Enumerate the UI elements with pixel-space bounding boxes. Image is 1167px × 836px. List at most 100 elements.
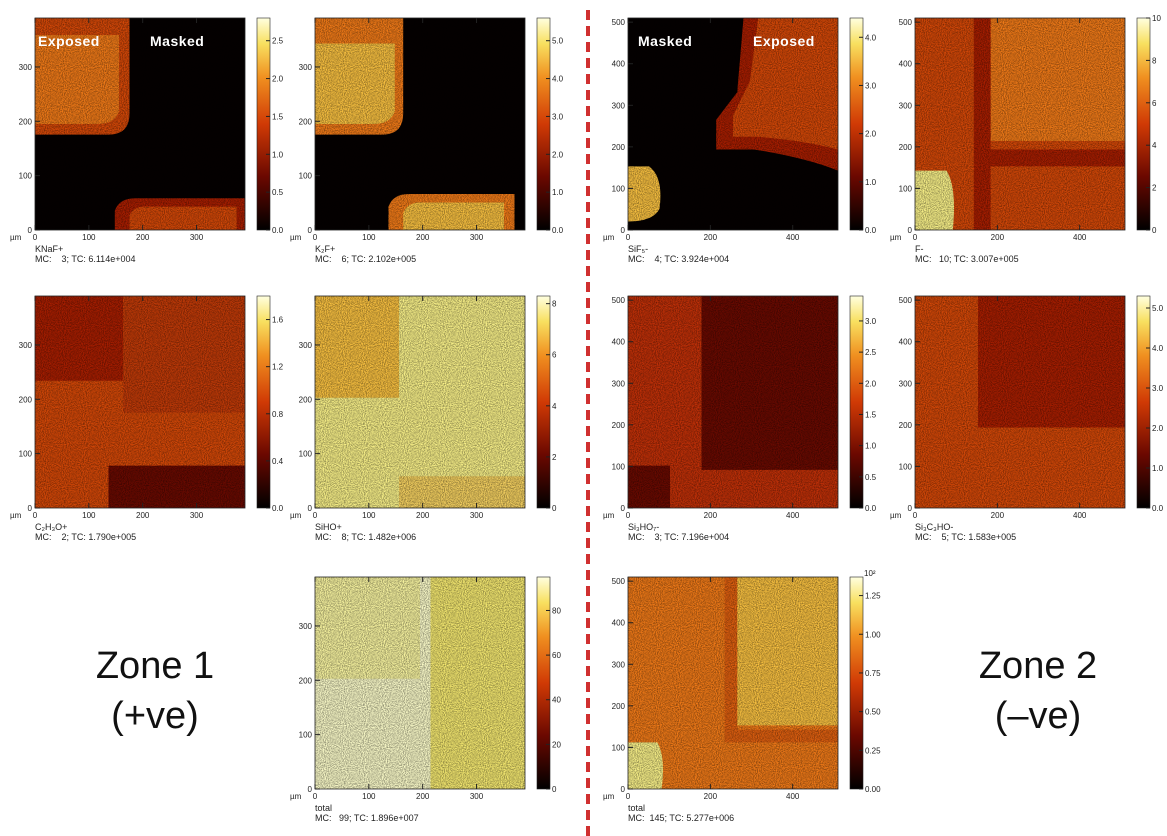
colorbar-tick-label: 4.0 [552,75,564,84]
x-tick-label: 200 [991,233,1005,242]
axis-unit: µm [290,792,302,801]
y-tick-label: 200 [299,395,313,404]
region-label: Exposed [753,33,815,49]
y-tick-label: 100 [899,184,913,193]
colorbar-tick-label: 40 [552,696,561,705]
count-info: MC: 4; TC: 3.924e+004 [628,254,729,264]
colorbar-tick-label: 60 [552,651,561,660]
species-name: C₂H₃O+ [35,522,67,532]
colorbar [537,577,550,789]
x-tick-label: 100 [362,792,376,801]
y-tick-label: 300 [299,63,313,72]
species-name: Si₃C₃HO- [915,522,953,532]
x-tick-label: 300 [470,792,484,801]
colorbar-tick-label: 0.25 [865,746,881,755]
y-tick-label: 300 [19,63,33,72]
image-noise [315,577,525,789]
ion-image [315,577,525,789]
x-tick-label: 400 [1073,511,1087,520]
ion-image [35,18,245,230]
ion-image [915,18,1125,230]
axis-unit: µm [603,511,615,520]
y-tick-label: 200 [19,395,33,404]
axis-unit: µm [10,511,22,520]
x-tick-label: 200 [991,511,1005,520]
colorbar-tick-label: 0.5 [865,473,877,482]
x-tick-label: 300 [470,233,484,242]
ion-image [315,18,525,230]
colorbar-tick-label: 3.0 [1152,384,1164,393]
species-name: K₂F+ [315,244,335,254]
ion-panel: 02004000100200300400500µmF-MC: 10; TC: 3… [890,14,1161,264]
colorbar [850,296,863,508]
x-tick-label: 200 [704,792,718,801]
species-name: total [628,803,645,813]
colorbar [537,18,550,230]
colorbar-tick-label: 6 [1152,99,1157,108]
x-tick-label: 200 [416,792,430,801]
colorbar-tick-label: 20 [552,740,561,749]
zone-polarity: (+ve) [111,695,199,737]
colorbar-tick-label: 1.25 [865,592,881,601]
y-tick-label: 400 [612,619,626,628]
colorbar-tick-label: 4 [552,402,557,411]
x-tick-label: 200 [136,511,150,520]
ion-image [315,296,525,508]
ion-panel: 01002003000100200300µmSiHO+MC: 8; TC: 1.… [290,296,557,542]
zone-title: Zone 2 [979,645,1097,687]
colorbar [257,296,270,508]
axis-unit: µm [10,233,22,242]
y-tick-label: 100 [612,743,626,752]
x-tick-label: 100 [82,511,96,520]
image-noise [315,18,525,230]
y-tick-label: 100 [612,462,626,471]
y-tick-label: 200 [19,117,33,126]
colorbar-tick-label: 5.0 [552,37,564,46]
y-tick-label: 300 [612,101,626,110]
ion-panel: 01002003000100200300µmC₂H₃O+MC: 2; TC: 1… [10,296,284,542]
colorbar-tick-label: 0.0 [272,226,284,235]
count-info: MC: 2; TC: 1.790e+005 [35,532,136,542]
y-tick-label: 0 [308,504,313,513]
y-tick-label: 100 [19,172,33,181]
colorbar-tick-label: 1.0 [552,188,564,197]
count-info: MC: 99; TC: 1.896e+007 [315,813,419,823]
y-tick-label: 200 [899,143,913,152]
image-noise [915,18,1125,230]
colorbar-tick-label: 1.0 [272,150,284,159]
ion-panel: 01002003000100200300µmtotalMC: 99; TC: 1… [290,577,561,823]
colorbar-tick-label: 3.0 [865,81,877,90]
count-info: MC: 3; TC: 6.114e+004 [35,254,135,264]
colorbar-tick-label: 3.0 [865,317,877,326]
y-tick-label: 0 [621,226,626,235]
y-tick-label: 100 [299,172,313,181]
y-tick-label: 300 [612,660,626,669]
y-tick-label: 400 [899,338,913,347]
colorbar-tick-label: 0.50 [865,708,881,717]
colorbar-tick-label: 0 [1152,226,1157,235]
image-noise [628,296,838,508]
colorbar-tick-label: 0.0 [552,226,564,235]
colorbar-tick-label: 0.8 [272,410,284,419]
colorbar-tick-label: 0.75 [865,669,881,678]
x-tick-label: 400 [786,511,800,520]
colorbar-tick-label: 1.6 [272,316,284,325]
colorbar-tick-label: 3.0 [552,112,564,121]
colorbar-tick-label: 4.0 [865,33,877,42]
y-tick-label: 0 [28,504,33,513]
count-info: MC: 6; TC: 2.102e+005 [315,254,416,264]
colorbar-tick-label: 0.5 [272,188,284,197]
x-tick-label: 200 [136,233,150,242]
zone-title: Zone 1 [96,645,214,687]
image-noise [315,296,525,508]
axis-unit: µm [290,233,302,242]
colorbar [257,18,270,230]
colorbar-tick-label: 1.00 [865,630,881,639]
x-tick-label: 0 [626,233,631,242]
colorbar-tick-label: 1.0 [1152,464,1164,473]
image-noise [628,18,838,230]
x-tick-label: 0 [313,511,318,520]
image-noise [35,296,245,508]
